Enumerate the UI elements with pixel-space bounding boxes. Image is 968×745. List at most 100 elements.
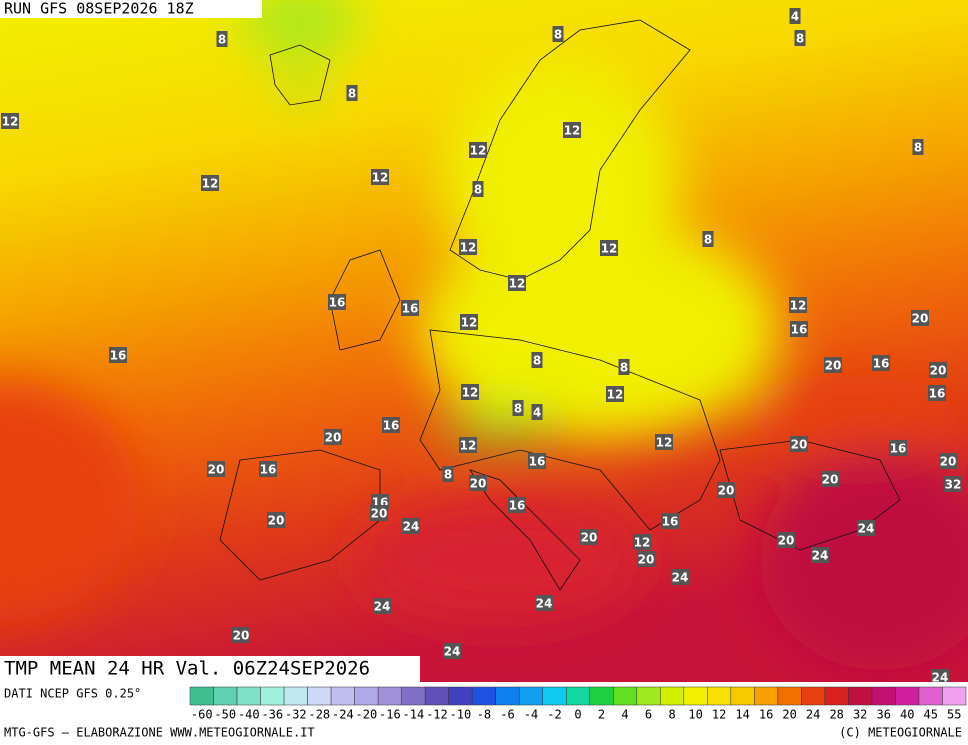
isotherm-label: 16 [873,357,890,371]
isotherm-label: 16 [260,463,277,477]
isotherm-label: 16 [791,323,808,337]
isotherm-label: 20 [638,553,655,567]
scale-swatch [871,686,896,706]
isotherm-label: 20 [268,514,285,528]
scale-swatch [377,686,402,706]
scale-label: 32 [853,708,867,722]
scale-swatch [613,686,638,706]
scale-swatch [448,686,473,706]
copyright-label: (C) METEOGIORNALE [839,726,962,740]
label-box [789,8,801,24]
isotherm-label: 12 [202,177,219,191]
label-box [671,569,689,585]
isotherm-label: 12 [372,171,389,185]
label-box [889,440,907,456]
scale-swatch [471,686,496,706]
label-box [633,534,651,550]
scale-label: -20 [356,708,378,722]
label-box [328,294,346,310]
isotherm-label: 24 [932,671,949,685]
scale-label: 0 [574,708,581,722]
isotherm-label: 20 [791,438,808,452]
scale-swatch [707,686,732,706]
source-label: DATI NCEP GFS 0.25° [4,687,141,701]
isotherm-label: 16 [509,499,526,513]
credit-label: MTG-GFS — ELABORAZIONE WWW.METEOGIORNALE… [4,726,315,740]
run-label: RUN GFS 08SEP2026 18Z [4,0,194,18]
isotherm-label: 8 [554,28,562,42]
scale-label: -4 [524,708,538,722]
scale-swatch [683,686,708,706]
isotherm-label: 12 [461,316,478,330]
isotherm-label: 20 [581,531,598,545]
color-scale: -60 -50 -40 -36 -32 -28 -24 -20 -16 -14 -12 -10 -8 -6… [189,686,967,722]
scale-swatch [236,686,261,706]
label-box [508,497,526,513]
isotherm-label: 16 [662,515,679,529]
label-box [931,669,949,685]
label-box [207,461,225,477]
isotherm-label: 16 [110,349,127,363]
scale-label: -28 [308,708,330,722]
label-box [459,437,477,453]
isotherm-label: 8 [474,183,482,197]
scale-label: 24 [806,708,820,722]
label-box [939,453,957,469]
isotherm-label: 16 [402,302,419,316]
label-box [472,181,484,197]
scale-label: -10 [450,708,472,722]
scale-label: 36 [876,708,890,722]
isotherm-label: 20 [718,484,735,498]
scale-label: -16 [379,708,401,722]
isotherm-label: 24 [403,520,420,534]
label-box [702,231,714,247]
label-box [944,476,962,492]
isotherm-label: 24 [672,571,689,585]
scale-swatch [283,686,308,706]
isotherm-label: 8 [218,33,226,47]
label-box [371,169,389,185]
label-box [563,122,581,138]
label-box [370,505,388,521]
label-box [821,471,839,487]
label-box [267,512,285,528]
label-box [469,142,487,158]
scale-label: 10 [688,708,702,722]
label-box [600,240,618,256]
scale-swatch [565,686,591,706]
label-box [872,355,890,371]
isotherm-label: 20 [233,629,250,643]
isotherm-label: 16 [529,455,546,469]
isotherm-label: 24 [812,549,829,563]
scale-swatch [495,686,520,706]
isotherm-label: 20 [208,463,225,477]
scale-label: 40 [900,708,914,722]
scale-swatch [589,686,614,706]
scale-label: -50 [214,708,236,722]
isotherm-label: 24 [444,645,461,659]
label-box [373,598,391,614]
coastlines [219,19,901,591]
scale-label: 20 [782,708,796,722]
label-box [790,321,808,337]
isotherm-label: 20 [822,473,839,487]
isotherm-label: 12 [470,144,487,158]
label-box [442,466,454,482]
scale-swatch [354,686,379,706]
isotherm-label: 12 [607,388,624,402]
isotherm-label: 8 [533,354,541,368]
scale-swatch [307,686,332,706]
isotherm-label: 4 [791,10,799,24]
label-box [777,532,795,548]
isotherm-label: 20 [371,507,388,521]
label-box [109,347,127,363]
run-box [0,0,262,18]
label-box [459,239,477,255]
label-box [911,310,929,326]
scale-swatch [636,686,661,706]
scale-label: 28 [829,708,843,722]
scale-label: -60 [191,708,213,722]
isotherm-label: 8 [514,402,522,416]
